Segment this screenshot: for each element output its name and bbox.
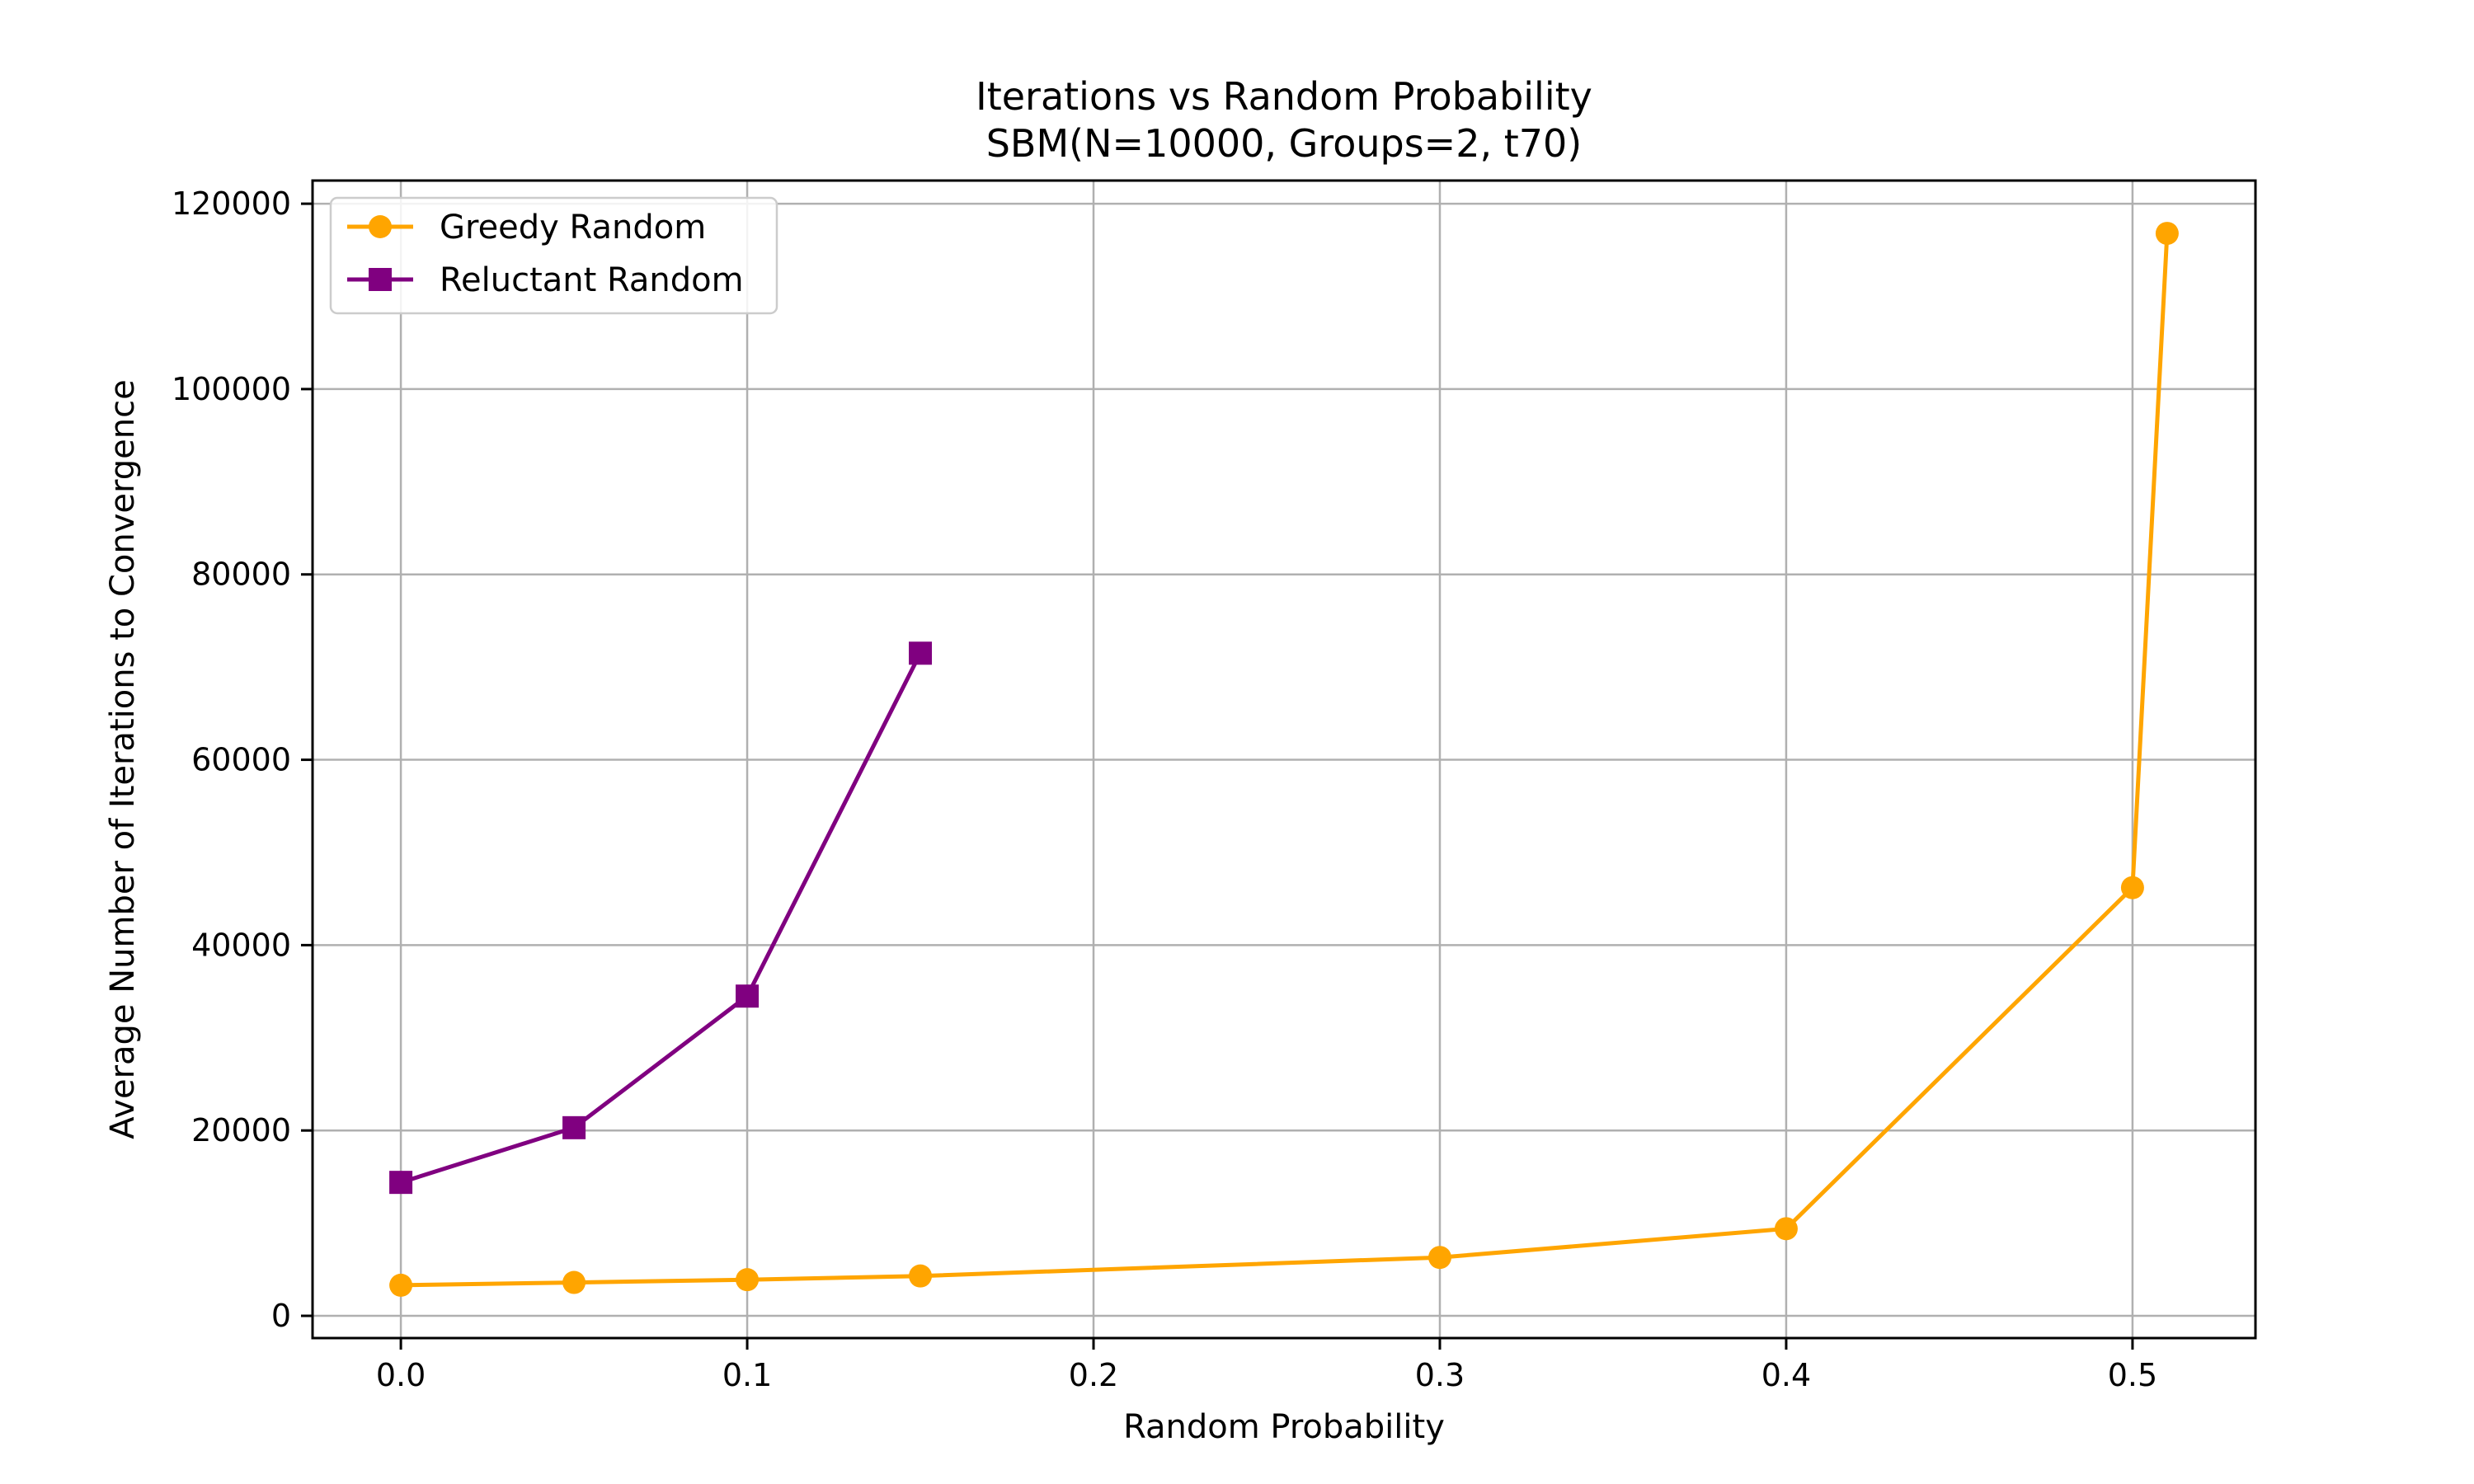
data-point [562, 1270, 586, 1294]
legend-entry: Greedy Random [347, 209, 706, 247]
x-tick-label: 0.3 [1415, 1357, 1465, 1393]
data-point [736, 1268, 760, 1292]
data-point [736, 984, 760, 1008]
legend-marker [369, 268, 392, 291]
x-tick-label: 0.2 [1069, 1357, 1118, 1393]
legend-box [329, 196, 778, 315]
x-tick-label: 0.4 [1761, 1357, 1811, 1393]
x-tick-label: 0.0 [376, 1357, 426, 1393]
y-tick-label: 120000 [172, 186, 291, 222]
data-point [909, 1264, 933, 1288]
y-tick-label: 80000 [191, 556, 291, 593]
data-point [2155, 222, 2179, 246]
series-line [401, 232, 2170, 1288]
y-tick-label: 40000 [191, 927, 291, 963]
chart-title: Iterations vs Random Probability [976, 74, 1592, 119]
legend-label: Greedy Random [440, 209, 706, 247]
data-point [2120, 876, 2144, 899]
series-reluctant-random [389, 641, 933, 1195]
y-tick-label: 20000 [191, 1112, 291, 1148]
x-axis-label: Random Probability [1123, 1408, 1445, 1446]
data-point [1774, 1217, 1798, 1241]
legend-label: Reluctant Random [440, 261, 744, 299]
y-tick-label: 0 [271, 1298, 291, 1334]
data-point [562, 1115, 586, 1139]
data-point [1427, 1246, 1451, 1270]
x-tick-label: 0.1 [722, 1357, 772, 1393]
data-point [389, 1171, 413, 1195]
data-point [389, 1273, 413, 1297]
legend-marker [369, 215, 392, 238]
series-line [400, 652, 923, 1185]
chart-subtitle: SBM(N=10000, Groups=2, t70) [986, 121, 1583, 166]
y-tick-label: 100000 [172, 371, 291, 407]
y-axis-label: Average Number of Iterations to Converge… [104, 379, 142, 1139]
legend-entry: Reluctant Random [347, 261, 744, 299]
y-tick-label: 60000 [191, 742, 291, 778]
x-tick-label: 0.5 [2108, 1357, 2157, 1393]
series-greedy-random [389, 222, 2179, 1297]
grid-lines [313, 181, 2255, 1338]
plot-series [389, 222, 2179, 1297]
legend: Greedy Random Reluctant Random [329, 196, 778, 315]
axis-ticks: 0.0 0.1 0.2 0.3 0.4 0.5 0 20000 40000 60000 80000 1… [172, 186, 2157, 1393]
data-point [909, 641, 933, 665]
